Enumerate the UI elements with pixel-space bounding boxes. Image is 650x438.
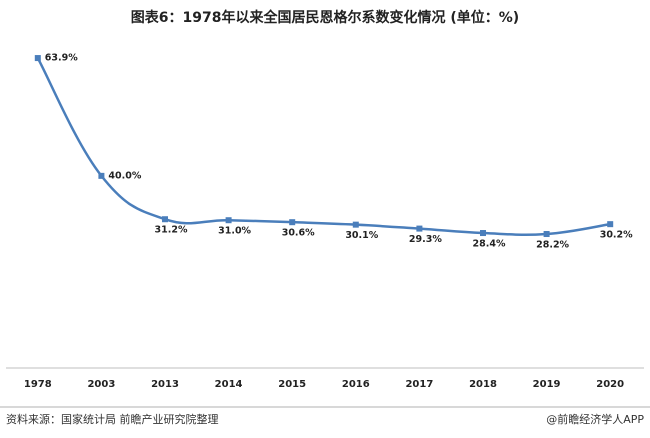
x-tick-label: 2014	[215, 379, 243, 390]
marker	[162, 216, 168, 223]
chart-title: 图表6：1978年以来全国居民恩格尔系数变化情况 (单位：%)	[131, 9, 519, 26]
marker	[607, 221, 614, 228]
x-tick-label: 2015	[278, 379, 306, 390]
x-tick-label: 2016	[342, 379, 370, 390]
x-tick-label: 2013	[151, 379, 179, 390]
x-tick-label: 2017	[405, 379, 433, 390]
x-tick-label: 1978	[24, 379, 52, 390]
marker	[416, 225, 423, 232]
marker	[289, 219, 296, 226]
marker	[543, 231, 550, 238]
x-tick-label: 2003	[87, 379, 115, 390]
value-label: 28.4%	[473, 239, 506, 250]
marker	[225, 217, 232, 224]
credit: @前瞻经济学人APP	[546, 412, 644, 426]
value-label: 30.6%	[282, 228, 315, 239]
x-tick-label: 2018	[469, 379, 497, 390]
x-tick-label: 2020	[596, 379, 624, 390]
value-label: 40.0%	[108, 170, 141, 181]
value-label: 31.2%	[155, 225, 188, 236]
value-label: 28.2%	[536, 240, 569, 251]
marker	[34, 55, 41, 62]
marker	[98, 172, 105, 179]
marker	[480, 230, 486, 237]
marker	[352, 221, 359, 228]
value-label: 63.9%	[45, 53, 78, 64]
value-label: 30.2%	[600, 230, 633, 241]
value-label: 30.1%	[345, 230, 378, 241]
line	[36, 57, 611, 237]
value-label: 29.3%	[409, 234, 442, 245]
source: 资料来源：国家统计局 前瞻产业研究院整理	[6, 412, 219, 426]
x-tick-label: 2019	[533, 379, 561, 390]
value-label: 31.0%	[218, 226, 251, 237]
